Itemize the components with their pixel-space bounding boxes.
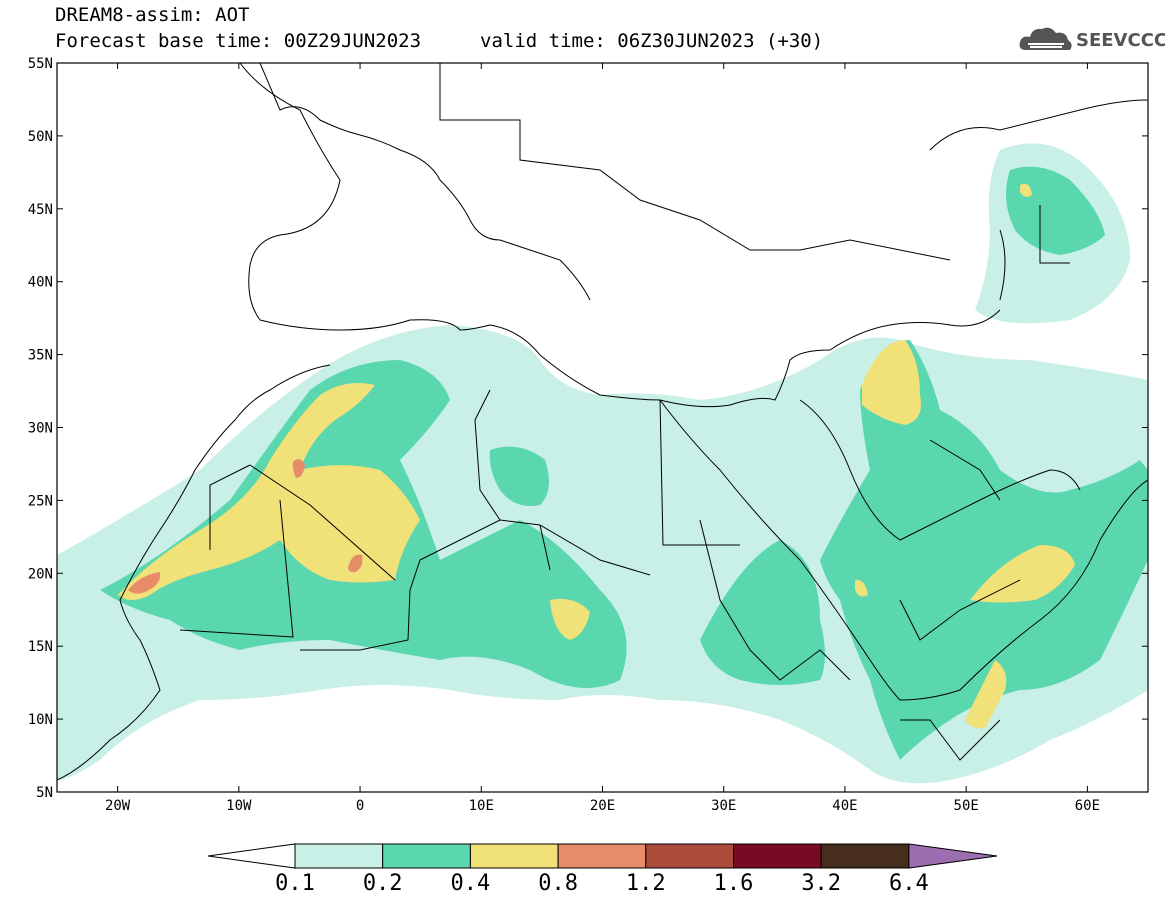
colorbar-level-label: 0.1 — [275, 871, 315, 896]
colorbar-segment — [294, 843, 384, 869]
latitude-axis: 5N 10N 15N 20N 25N 30N 35N 40N 45N 50N 55N — [28, 56, 1148, 801]
logo-text: SEEVCCC — [1076, 30, 1165, 51]
lat-tick-label: 35N — [28, 348, 53, 364]
lon-tick-label: 20W — [105, 798, 131, 814]
colorbar-level-label: 3.2 — [801, 871, 841, 896]
lat-tick-label: 30N — [28, 421, 53, 437]
coastlines-borders — [57, 63, 1148, 781]
longitude-axis: 20W 10W 0 10E 20E 30E 40E 50E 60E — [105, 63, 1100, 814]
lat-tick-label: 45N — [28, 202, 53, 218]
map-title: DREAM8-assim: AOT — [55, 4, 250, 26]
lat-tick-label: 25N — [28, 493, 53, 509]
lon-tick-label: 40E — [832, 798, 857, 814]
lat-tick-label: 40N — [28, 275, 53, 291]
colorbar-segment — [820, 843, 910, 869]
colorbar-level-label: 6.4 — [889, 871, 929, 896]
lon-tick-label: 10E — [469, 798, 494, 814]
lon-tick-label: 50E — [954, 798, 979, 814]
aot-field — [57, 143, 1148, 784]
forecast-base-time: Forecast base time: 00Z29JUN2023 — [55, 30, 422, 52]
colorbar-segment — [469, 843, 559, 869]
lat-tick-label: 5N — [36, 785, 53, 801]
colorbar-segment — [382, 843, 471, 869]
colorbar-level-label: 0.8 — [538, 871, 578, 896]
aot-colorbar: 0.1 0.2 0.4 0.8 1.2 1.6 3.2 6.4 — [207, 843, 998, 896]
colorbar-level-label: 0.2 — [363, 871, 403, 896]
colorbar-segment — [557, 843, 647, 869]
lat-tick-label: 15N — [28, 639, 53, 655]
cloud-logo-icon — [1019, 27, 1072, 50]
colorbar-level-label: 1.2 — [626, 871, 666, 896]
lon-tick-label: 60E — [1075, 798, 1100, 814]
colorbar-level-label: 0.4 — [451, 871, 491, 896]
lon-tick-label: 0 — [356, 798, 364, 814]
lat-tick-label: 50N — [28, 129, 53, 145]
lon-tick-label: 10W — [226, 798, 252, 814]
colorbar-level-label: 1.6 — [714, 871, 754, 896]
colorbar-segment — [733, 843, 822, 869]
colorbar-segment — [645, 843, 734, 869]
seevccc-logo: SEEVCCC — [1018, 22, 1165, 62]
lon-tick-label: 20E — [590, 798, 615, 814]
lat-tick-label: 20N — [28, 566, 53, 582]
lat-tick-label: 10N — [28, 712, 53, 728]
colorbar-low-triangle — [207, 843, 296, 869]
colorbar-high-triangle — [908, 843, 998, 869]
valid-time: valid time: 06Z30JUN2023 (+30) — [480, 30, 824, 52]
lat-tick-label: 55N — [28, 56, 53, 72]
aot-contour-0.8 — [128, 459, 363, 594]
lon-tick-label: 30E — [711, 798, 736, 814]
aot-contour-0.4 — [118, 183, 1075, 729]
